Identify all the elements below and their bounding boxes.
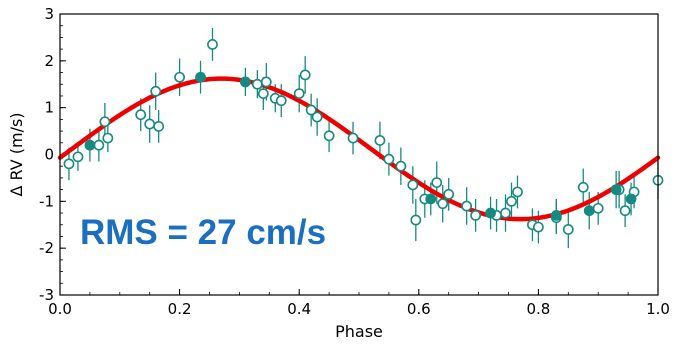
data-point-open (102, 132, 114, 144)
data-point-open (470, 209, 482, 221)
data-point-open (562, 224, 574, 235)
y-tick-label: 0 (44, 146, 54, 164)
data-point-open (383, 153, 395, 165)
data-point-open (443, 188, 455, 200)
data-point-open (174, 71, 185, 83)
data-point-open (506, 195, 517, 207)
data-point-open (347, 132, 359, 144)
data-point-open (260, 76, 272, 88)
axis-ticks (59, 13, 659, 296)
data-point-open (323, 130, 335, 142)
data-point-open (299, 69, 311, 81)
y-axis-title: Δ RV (m/s) (7, 112, 26, 196)
y-tick-label: -3 (39, 286, 54, 304)
y-tick-label: -2 (39, 239, 54, 257)
data-point-filled (610, 184, 622, 196)
data-point-open (275, 95, 287, 107)
data-point-filled (485, 207, 496, 219)
data-point-open (293, 88, 305, 100)
data-point-open (93, 139, 105, 151)
y-tick-label: 1 (44, 99, 54, 117)
x-tick-label: 0.4 (287, 300, 311, 318)
data-point-filled (239, 76, 251, 88)
data-point-open (533, 221, 544, 233)
data-point-open (257, 88, 269, 100)
x-tick-label: 1.0 (646, 300, 670, 318)
data-point-open (431, 177, 443, 188)
data-point-open (407, 179, 419, 191)
data-point-open (150, 85, 162, 97)
data-point-open (311, 111, 323, 123)
data-point-open (144, 118, 156, 130)
data-point-open (592, 202, 604, 214)
data-point-filled (583, 205, 595, 217)
data-point-open (410, 214, 422, 226)
data-point-open (135, 109, 147, 121)
data-point-open (437, 198, 449, 210)
fit-curve (57, 76, 661, 222)
data-point-open (395, 160, 407, 172)
data-point-open (72, 151, 84, 163)
y-tick-label: 3 (44, 5, 54, 23)
x-tick-label: 0.6 (407, 300, 431, 318)
plot-frame (59, 13, 659, 296)
data-point-open (99, 116, 111, 128)
x-tick-label: 0.8 (526, 300, 550, 318)
data-points (63, 39, 664, 235)
data-point-open (153, 121, 165, 132)
data-point-open (305, 104, 317, 116)
data-point-filled (425, 193, 437, 205)
x-tick-label: 0.2 (168, 300, 192, 318)
x-axis-title: Phase (335, 322, 383, 341)
data-point-filled (625, 193, 637, 205)
y-tick-label: 2 (44, 52, 54, 70)
data-point-open (619, 205, 631, 217)
data-point-open (374, 135, 386, 146)
data-point-open (461, 200, 473, 212)
x-tick-label: 0.0 (48, 300, 72, 318)
y-tick-label: -1 (39, 192, 54, 210)
tick-labels: 0.0 0.2 0.4 0.6 0.8 1.0 -3 -2 -1 0 1 2 3 (39, 5, 670, 318)
fit-curve-layer (57, 76, 661, 222)
data-point-filled (195, 71, 206, 83)
data-point-filled (84, 139, 96, 151)
data-point-open (207, 39, 218, 50)
rms-annotation: RMS = 27 cm/s (80, 213, 326, 252)
data-point-open (63, 158, 75, 170)
data-point-open (512, 186, 523, 198)
data-point-open (577, 181, 589, 193)
data-point-open (500, 207, 511, 219)
data-point-filled (550, 209, 562, 221)
data-point-open (251, 78, 263, 90)
